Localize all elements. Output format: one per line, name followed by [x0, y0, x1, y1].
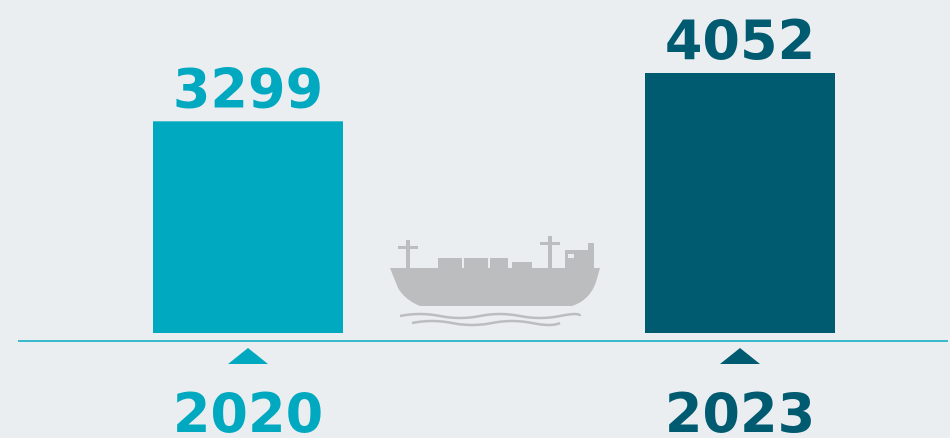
category-label: 2023 [665, 382, 815, 438]
category-label: 2020 [173, 382, 323, 438]
tick-triangle [720, 348, 760, 364]
ship-icon [390, 236, 600, 327]
bar [645, 73, 835, 333]
tick-triangle [228, 348, 268, 364]
value-label: 3299 [173, 57, 323, 120]
value-label: 4052 [665, 9, 815, 72]
bar [153, 121, 343, 333]
